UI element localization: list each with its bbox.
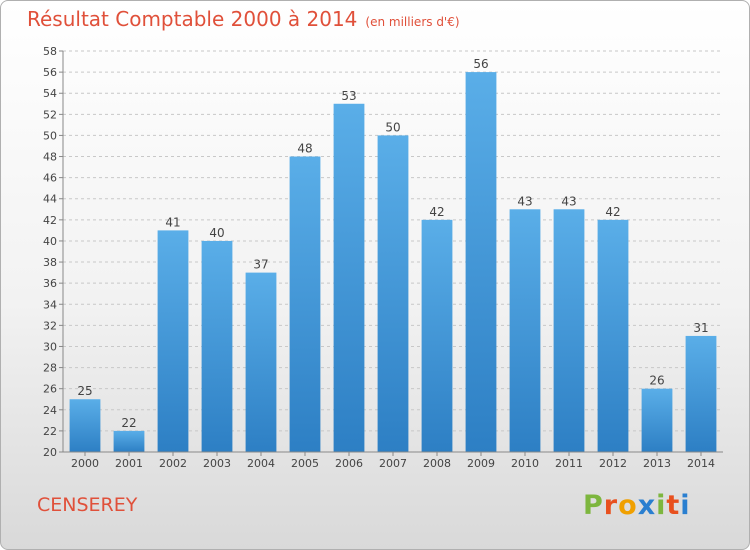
value-labels: 25 22 41 40 37 48 53 50 42 56 43 43 42 26 31 [77, 57, 708, 430]
bar-value-label: 26 [649, 374, 664, 388]
y-tick-label: 56 [43, 66, 57, 79]
y-tick-label: 38 [43, 256, 57, 269]
x-tick-label: 2012 [599, 457, 627, 470]
y-tick-label: 54 [43, 87, 57, 100]
bar [289, 156, 321, 453]
bar [685, 335, 717, 452]
y-tick-label: 22 [43, 425, 57, 438]
x-tick-label: 2010 [511, 457, 539, 470]
y-tick-label: 50 [43, 129, 57, 142]
bars [69, 72, 717, 453]
brand-letter: r [603, 490, 619, 521]
bar-value-label: 31 [693, 321, 708, 335]
bar [113, 430, 145, 452]
bar-value-label: 53 [341, 89, 356, 103]
bar-value-label: 42 [605, 205, 620, 219]
bar [333, 103, 365, 453]
bar [509, 209, 541, 452]
y-tick-label: 34 [43, 298, 57, 311]
y-tick-label: 44 [43, 193, 57, 206]
place-name: CENSEREY [37, 494, 138, 516]
x-tick-label: 2009 [467, 457, 495, 470]
chart-subtitle: (en milliers d'€) [365, 15, 460, 29]
y-tick-label: 30 [43, 340, 57, 353]
bar-value-label: 43 [561, 194, 576, 208]
chart-title-text: Résultat Comptable 2000 à 2014 [27, 7, 358, 31]
axes: 20 22 24 26 28 30 32 34 36 38 40 42 44 46 48 50 52 54 56 58… [43, 45, 723, 470]
y-tick-label: 52 [43, 108, 57, 121]
brand-letter: i [680, 490, 691, 521]
bar-value-label: 25 [77, 384, 92, 398]
bar [245, 272, 277, 452]
y-tick-label: 36 [43, 277, 57, 290]
bar [69, 399, 101, 452]
bar [377, 135, 409, 452]
y-tick-label: 24 [43, 404, 57, 417]
brand-letter: t [666, 490, 681, 521]
x-tick-label: 2003 [203, 457, 231, 470]
bar-value-label: 42 [429, 205, 444, 219]
x-tick-label: 2000 [71, 457, 99, 470]
bar-value-label: 41 [165, 215, 180, 229]
bar [157, 230, 189, 452]
y-tick-label: 46 [43, 172, 57, 185]
chart-title: Résultat Comptable 2000 à 2014 (en millie… [27, 7, 460, 31]
x-tick-label: 2006 [335, 457, 363, 470]
bar [641, 388, 673, 452]
x-tick-label: 2014 [687, 457, 715, 470]
bar [201, 240, 233, 452]
x-tick-label: 2007 [379, 457, 407, 470]
y-tick-label: 26 [43, 383, 57, 396]
y-tick-label: 58 [43, 45, 57, 58]
bar-value-label: 37 [253, 258, 268, 272]
bar-value-label: 40 [209, 226, 224, 240]
brand-letter: o [618, 490, 638, 521]
bar [421, 219, 453, 452]
brand-letter: i [656, 490, 667, 521]
brand-letter: x [637, 490, 657, 521]
x-tick-label: 2013 [643, 457, 671, 470]
x-tick-label: 2011 [555, 457, 583, 470]
y-tick-label: 28 [43, 362, 57, 375]
x-tick-label: 2005 [291, 457, 319, 470]
bar-value-label: 22 [121, 416, 136, 430]
x-tick-label: 2001 [115, 457, 143, 470]
y-tick-label: 42 [43, 214, 57, 227]
y-tick-label: 40 [43, 235, 57, 248]
bar [597, 219, 629, 452]
bar-value-label: 50 [385, 120, 400, 134]
bar [465, 72, 497, 453]
brand-logo: Proxiti [583, 490, 691, 521]
x-tick-label: 2002 [159, 457, 187, 470]
y-tick-label: 20 [43, 446, 57, 459]
x-tick-label: 2008 [423, 457, 451, 470]
bar-value-label: 43 [517, 194, 532, 208]
bar-value-label: 56 [473, 57, 488, 71]
bar-value-label: 48 [297, 142, 312, 156]
brand-letter: P [583, 490, 604, 521]
bar [553, 209, 585, 452]
y-tick-label: 32 [43, 319, 57, 332]
y-tick-label: 48 [43, 151, 57, 164]
x-tick-label: 2004 [247, 457, 275, 470]
